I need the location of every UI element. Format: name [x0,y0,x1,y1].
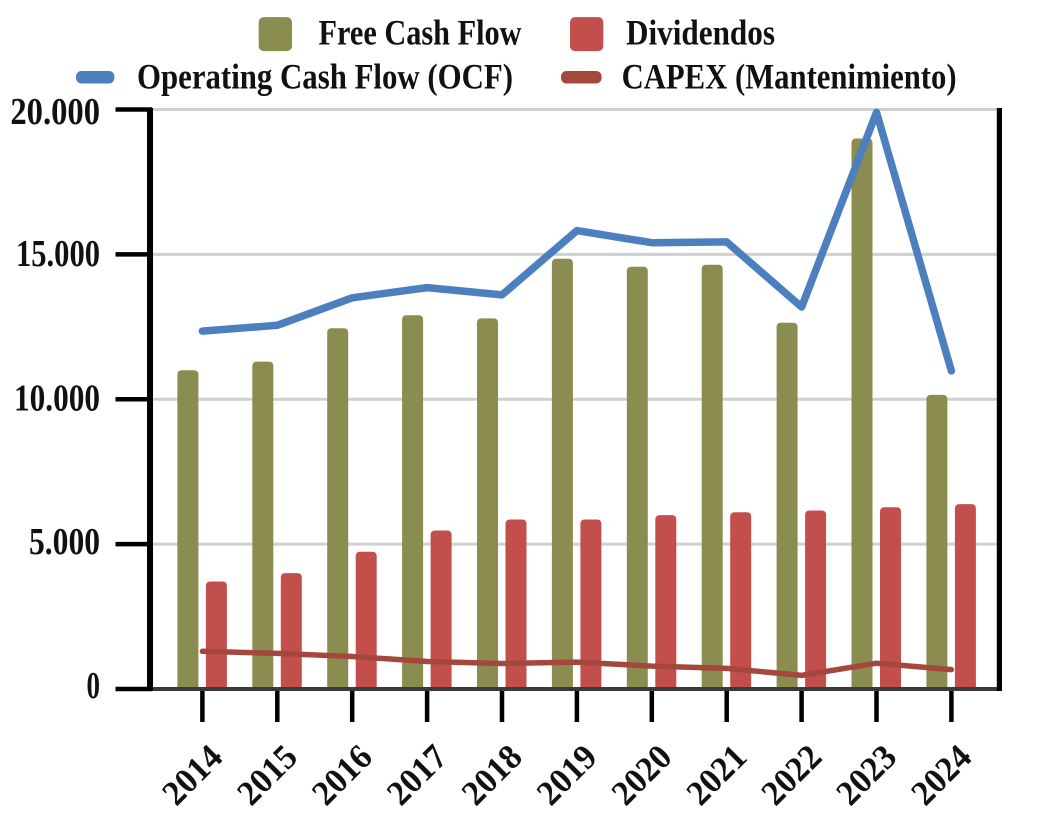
svg-text:Dividendos: Dividendos [626,13,775,53]
svg-text:2023: 2023 [828,737,904,813]
svg-text:20.000: 20.000 [10,91,100,133]
svg-text:Operating Cash Flow (OCF): Operating Cash Flow (OCF) [137,57,513,97]
svg-text:2018: 2018 [454,737,530,813]
svg-text:2022: 2022 [754,737,830,813]
svg-text:2021: 2021 [679,737,755,813]
svg-text:2015: 2015 [229,737,305,813]
svg-text:10.000: 10.000 [14,378,100,420]
svg-text:Free Cash Flow: Free Cash Flow [319,13,522,53]
svg-text:15.000: 15.000 [16,233,100,275]
svg-text:2020: 2020 [604,737,680,813]
svg-text:2016: 2016 [304,737,380,813]
svg-text:0: 0 [87,665,101,707]
svg-text:CAPEX (Mantenimiento): CAPEX (Mantenimiento) [622,57,957,97]
svg-text:2017: 2017 [379,737,455,813]
svg-text:2024: 2024 [903,737,979,813]
svg-text:2019: 2019 [529,737,605,813]
svg-text:2014: 2014 [154,737,230,813]
svg-text:5.000: 5.000 [29,521,100,563]
